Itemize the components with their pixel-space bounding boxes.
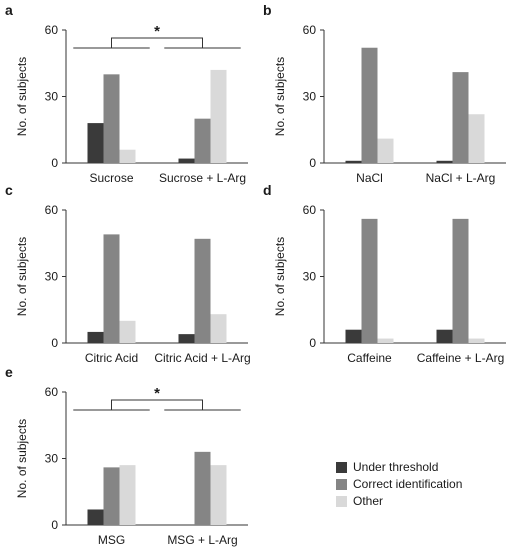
legend-swatch-under-threshold: [336, 462, 347, 473]
x-tick-label: Sucrose: [89, 171, 133, 185]
bar-sucrose-l-arg-correct-identification: [194, 118, 211, 163]
bar-citric-acid-l-arg-other: [210, 314, 227, 343]
x-tick-label: Citric Acid: [85, 351, 138, 365]
x-tick-label: Citric Acid + L-Arg: [154, 351, 250, 365]
bar-caffeine-l-arg-correct-identification: [452, 218, 469, 343]
y-tick-label: 60: [45, 23, 59, 37]
bar-nacl-l-arg-under-threshold: [436, 160, 453, 163]
y-axis-label: No. of subjects: [15, 57, 29, 136]
y-tick-label: 30: [45, 90, 59, 104]
y-tick-label: 0: [51, 156, 58, 170]
bar-citric-acid-under-threshold: [87, 331, 104, 343]
y-tick-label: 60: [45, 203, 59, 217]
bar-citric-acid-l-arg-under-threshold: [178, 334, 195, 343]
bar-citric-acid-correct-identification: [103, 234, 120, 343]
legend-swatch-correct-identification: [336, 479, 347, 490]
panel-letter: a: [5, 2, 13, 18]
x-tick-label: Caffeine: [347, 351, 392, 365]
significance-bracket: [111, 399, 203, 410]
bar-caffeine-correct-identification: [361, 218, 378, 343]
panel-letter: c: [5, 182, 13, 198]
bar-nacl-l-arg-correct-identification: [452, 72, 469, 163]
bar-msg-l-arg-other: [210, 465, 227, 525]
bar-nacl-other: [377, 138, 394, 163]
bar-citric-acid-l-arg-correct-identification: [194, 238, 211, 343]
y-tick-label: 60: [303, 23, 317, 37]
y-tick-label: 60: [45, 385, 59, 399]
y-tick-label: 30: [303, 90, 317, 104]
x-tick-label: NaCl: [356, 171, 383, 185]
bar-nacl-under-threshold: [345, 160, 362, 163]
y-tick-label: 30: [45, 452, 59, 466]
bar-msg-under-threshold: [87, 509, 104, 525]
legend-label: Correct identification: [353, 477, 463, 491]
x-tick-label: Sucrose + L-Arg: [159, 171, 246, 185]
bar-sucrose-other: [119, 149, 136, 163]
y-tick-label: 0: [51, 336, 58, 350]
bar-nacl-l-arg-other: [468, 114, 485, 163]
bar-msg-l-arg-correct-identification: [194, 451, 211, 525]
panel-letter: b: [263, 2, 272, 18]
y-tick-label: 60: [303, 203, 317, 217]
bar-msg-other: [119, 465, 136, 525]
y-tick-label: 0: [51, 518, 58, 532]
legend-label: Other: [353, 494, 384, 508]
y-tick-label: 0: [309, 336, 316, 350]
significance-marker: *: [154, 385, 160, 402]
legend-label: Under threshold: [353, 460, 439, 474]
panel-letter: d: [263, 182, 272, 198]
y-tick-label: 30: [303, 270, 317, 284]
y-tick-label: 0: [309, 156, 316, 170]
x-tick-label: MSG + L-Arg: [167, 533, 237, 547]
panel-letter: e: [5, 364, 13, 380]
bar-sucrose-l-arg-other: [210, 69, 227, 163]
bar-citric-acid-other: [119, 320, 136, 343]
bar-nacl-correct-identification: [361, 47, 378, 163]
significance-marker: *: [154, 23, 160, 40]
bar-caffeine-l-arg-under-threshold: [436, 329, 453, 343]
y-tick-label: 30: [45, 270, 59, 284]
legend-swatch-other: [336, 496, 347, 507]
significance-bracket: [111, 37, 203, 48]
bar-sucrose-l-arg-under-threshold: [178, 158, 195, 163]
y-axis-label: No. of subjects: [15, 419, 29, 498]
y-axis-label: No. of subjects: [273, 57, 287, 136]
bar-caffeine-l-arg-other: [468, 338, 485, 343]
bar-sucrose-correct-identification: [103, 74, 120, 163]
y-axis-label: No. of subjects: [273, 237, 287, 316]
bar-msg-correct-identification: [103, 467, 120, 525]
x-tick-label: MSG: [98, 533, 125, 547]
x-tick-label: NaCl + L-Arg: [426, 171, 496, 185]
y-axis-label: No. of subjects: [15, 237, 29, 316]
bar-caffeine-under-threshold: [345, 329, 362, 343]
x-tick-label: Caffeine + L-Arg: [417, 351, 505, 365]
bar-caffeine-other: [377, 338, 394, 343]
bar-sucrose-under-threshold: [87, 123, 104, 163]
